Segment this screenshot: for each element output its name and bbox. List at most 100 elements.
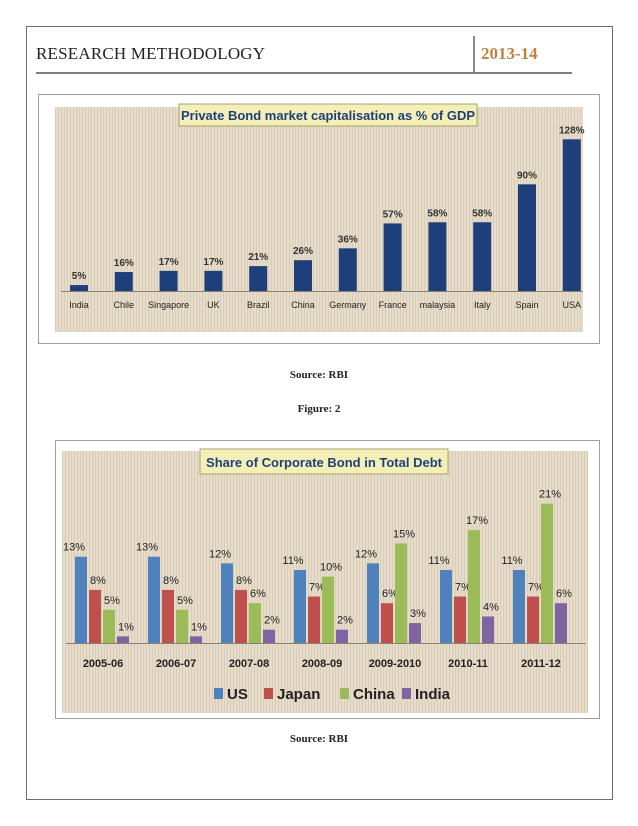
- chart1-category-label: Spain: [515, 300, 538, 310]
- chart2-data-label: 11%: [501, 555, 522, 567]
- chart2-bar-india: [336, 629, 348, 643]
- chart2-bar-india: [482, 616, 494, 643]
- chart2-bar-japan: [89, 589, 101, 643]
- chart1-category-label: Brazil: [247, 300, 270, 310]
- chart1-category-label: UK: [207, 300, 220, 310]
- chart2-legend-swatch-us: [214, 688, 223, 699]
- chart2-bar-china: [249, 603, 261, 643]
- chart1-bar-chile: [114, 272, 133, 291]
- chart2-category-label: 2007-08: [229, 658, 269, 670]
- chart2-category-label: 2009-2010: [369, 658, 422, 670]
- chart2-category-label: 2011-12: [521, 658, 561, 670]
- chart1-bar-brazil: [249, 266, 268, 291]
- bond-capitalisation-chart-svg: Private Bond market capitalisation as % …: [55, 103, 585, 332]
- chart2-bar-china: [322, 576, 334, 643]
- chart2-data-label: 2%: [337, 615, 353, 627]
- chart2-data-label: 6%: [250, 588, 266, 600]
- chart2-bar-japan: [527, 596, 539, 643]
- source-caption-1: Source: RBI: [289, 369, 349, 381]
- chart2-title-box: [199, 448, 449, 475]
- chart2-data-label: 7%: [309, 582, 325, 594]
- chart1-category-label: Italy: [474, 300, 491, 310]
- chart2-bar-japan: [162, 589, 174, 643]
- chart2-data-label: 12%: [209, 548, 231, 560]
- chart2-bar-china: [468, 530, 480, 643]
- chart2-data-label: 1%: [118, 621, 134, 633]
- chart2-data-label: 5%: [177, 595, 193, 607]
- chart2-data-label: 15%: [393, 528, 415, 540]
- chart2-legend-label: India: [415, 686, 451, 703]
- chart2-bar-japan: [235, 589, 247, 643]
- chart1-bar-china: [294, 260, 312, 291]
- chart1-bar-spain: [518, 184, 536, 291]
- chart2-legend-label: US: [227, 686, 248, 703]
- chart1-category-label: malaysia: [420, 300, 456, 310]
- header-divider: [473, 36, 475, 73]
- page-frame: [26, 26, 613, 800]
- figure-caption: Figure: 2: [297, 403, 341, 415]
- chart1-data-label: 58%: [427, 208, 447, 219]
- chart1-category-label: Chile: [114, 300, 135, 310]
- chart2-bar-us: [294, 570, 306, 643]
- chart2-category-label: 2010-11: [448, 658, 488, 670]
- chart1-category-label: Singapore: [148, 300, 189, 310]
- chart2-data-label: 7%: [455, 582, 471, 594]
- chart1-data-label: 128%: [559, 125, 585, 136]
- corporate-bond-share-chart: Share of Corporate Bond in Total Debt 13%…: [55, 440, 600, 719]
- chart2-bar-china: [541, 503, 553, 643]
- chart1-bar-italy: [473, 222, 492, 291]
- chart1-category-label: Germany: [329, 300, 367, 310]
- chart1-bar-india: [70, 285, 88, 291]
- chart2-data-label: 4%: [483, 601, 499, 613]
- chart2-data-label: 17%: [466, 515, 488, 527]
- chart1-bar-malaysia: [428, 222, 447, 291]
- chart2-data-label: 12%: [355, 548, 377, 560]
- chart2-data-label: 5%: [104, 595, 120, 607]
- chart2-data-label: 13%: [63, 542, 85, 554]
- chart2-bar-india: [117, 636, 129, 643]
- chart2-bar-japan: [454, 596, 466, 643]
- chart1-data-label: 17%: [203, 257, 223, 268]
- chart1-data-label: 17%: [159, 257, 179, 268]
- chart1-bar-singapore: [159, 270, 178, 291]
- chart2-data-label: 6%: [382, 588, 398, 600]
- chart2-legend-swatch-india: [402, 688, 411, 699]
- chart2-category-label: 2008-09: [302, 658, 342, 670]
- chart2-legend-label: China: [353, 686, 395, 703]
- chart1-data-label: 58%: [472, 208, 492, 219]
- chart1-data-label: 21%: [248, 252, 268, 263]
- bond-capitalisation-chart: Private Bond market capitalisation as % …: [38, 94, 600, 344]
- chart1-bar-france: [383, 223, 402, 291]
- chart2-category-label: 2006-07: [156, 658, 196, 670]
- chart2-category-label: 2005-06: [83, 658, 123, 670]
- chart2-bar-us: [75, 556, 87, 643]
- chart2-legend-label: Japan: [277, 686, 320, 703]
- header-title: RESEARCH METHODOLOGY: [36, 44, 266, 63]
- chart2-bar-india: [190, 636, 202, 643]
- chart1-data-label: 5%: [72, 271, 87, 282]
- chart2-data-label: 8%: [90, 575, 106, 587]
- chart1-category-label: India: [69, 300, 89, 310]
- chart2-bar-china: [176, 609, 188, 643]
- chart2-legend-swatch-japan: [264, 688, 273, 699]
- chart2-title: Share of Corporate Bond in Total Debt: [206, 455, 443, 470]
- chart1-title: Private Bond market capitalisation as % …: [181, 108, 475, 123]
- chart1-data-label: 57%: [383, 209, 403, 220]
- chart2-data-label: 10%: [320, 562, 342, 574]
- chart1-data-label: 36%: [338, 234, 358, 245]
- header-rule: [36, 72, 572, 74]
- header-year: 2013-14: [481, 44, 538, 63]
- chart1-bar-usa: [562, 139, 581, 291]
- chart2-data-label: 13%: [136, 542, 158, 554]
- chart2-bar-india: [409, 623, 421, 643]
- chart2-data-label: 3%: [410, 608, 426, 620]
- chart2-bar-japan: [381, 603, 393, 643]
- chart2-data-label: 7%: [528, 582, 544, 594]
- chart2-data-label: 21%: [539, 489, 561, 501]
- chart2-bar-us: [367, 563, 379, 643]
- chart2-bar-china: [103, 609, 115, 643]
- chart2-data-label: 11%: [282, 555, 303, 567]
- chart2-bar-us: [513, 570, 525, 643]
- chart1-category-label: France: [379, 300, 407, 310]
- chart2-bar-india: [263, 629, 275, 643]
